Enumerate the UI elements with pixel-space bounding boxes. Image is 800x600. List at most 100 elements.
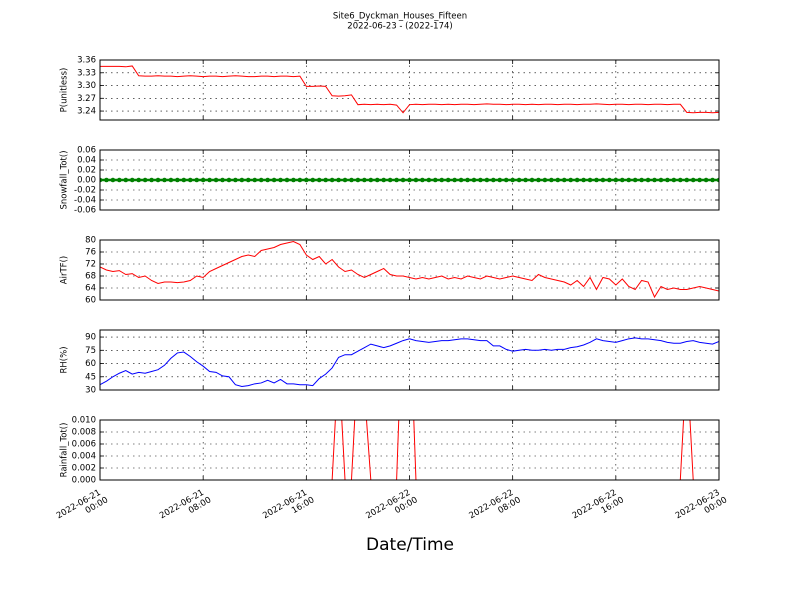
y-tick-label: 72 [85, 260, 96, 270]
data-point [658, 177, 664, 183]
data-point [175, 177, 180, 183]
data-point [510, 177, 515, 183]
data-point [220, 177, 225, 183]
data-point [432, 177, 438, 183]
y-tick-label: 3.36 [77, 56, 96, 66]
data-point [587, 177, 593, 183]
data-point [665, 177, 670, 183]
data-point [542, 177, 548, 183]
data-point [452, 177, 457, 183]
data-point [671, 177, 677, 183]
data-point [226, 177, 232, 183]
data-point [478, 177, 483, 183]
data-point [678, 177, 683, 183]
data-point [200, 177, 206, 183]
y-tick-label: -0.06 [74, 206, 96, 216]
x-tick-label: 2022-06-22 08:00 [467, 486, 522, 529]
data-point [394, 177, 399, 183]
data-point [142, 177, 148, 183]
y-tick-label: 3.33 [77, 68, 96, 78]
y-tick-label: 0.004 [72, 452, 96, 462]
plot-area [100, 65, 719, 114]
data-point [336, 177, 341, 183]
data-point [136, 177, 141, 183]
data-point [645, 177, 651, 183]
y-axis-label: Rainfall_Tot() [60, 423, 70, 478]
y-tick-label: 0.010 [72, 416, 96, 426]
data-point [568, 177, 573, 183]
data-point [194, 177, 200, 183]
data-point [304, 177, 309, 183]
data-point [632, 177, 638, 183]
y-axis-label: Snowfall_Tot() [60, 150, 70, 209]
data-point [181, 177, 187, 183]
data-point [613, 177, 619, 183]
y-tick-label: 3.24 [77, 107, 96, 117]
data-point [619, 177, 625, 183]
axes-frame [99, 329, 720, 391]
data-point [471, 177, 477, 183]
y-axis-label: RH(%) [60, 346, 70, 373]
data-point [420, 177, 425, 183]
data-point [258, 177, 264, 183]
y-axis-label: AirTF() [60, 256, 70, 284]
y-tick-label: 0.02 [77, 166, 96, 176]
data-point [233, 177, 238, 183]
data-point [607, 177, 612, 183]
data-point [626, 177, 632, 183]
data-line [100, 337, 719, 387]
y-tick-label: 0.006 [72, 440, 96, 450]
y-tick-label: -0.04 [74, 196, 96, 206]
y-tick-label: 68 [85, 272, 96, 282]
data-point [561, 177, 567, 183]
data-point [187, 177, 193, 183]
x-tick-label: 2022-06-21 16:00 [261, 486, 316, 529]
data-point [310, 177, 316, 183]
axes-frame [99, 149, 720, 211]
data-point [529, 177, 535, 183]
data-point [400, 177, 406, 183]
data-point [265, 177, 270, 183]
data-point [491, 177, 496, 183]
data-point [213, 177, 219, 183]
data-line [100, 65, 719, 114]
y-tick-label: 90 [85, 333, 96, 343]
y-tick-label: 0.002 [72, 464, 96, 474]
axes-frame [99, 59, 720, 121]
data-point [497, 177, 503, 183]
data-point [129, 177, 135, 183]
chart-title: Site6_Dyckman_Houses_Fifteen [333, 12, 467, 22]
y-tick-label: 0.008 [72, 428, 96, 438]
x-tick-label: 2022-06-23 00:00 [674, 486, 729, 529]
data-point [652, 177, 657, 183]
chart-subtitle: 2022-06-23 - (2022-174) [347, 22, 452, 32]
data-point [458, 177, 464, 183]
y-tick-label: -0.02 [74, 186, 96, 196]
data-point [162, 177, 167, 183]
data-point [465, 177, 470, 183]
data-point [555, 177, 561, 183]
data-point [503, 177, 509, 183]
data-point [104, 177, 109, 183]
data-point [639, 177, 644, 183]
data-point [381, 177, 387, 183]
data-point [374, 177, 380, 183]
data-point [297, 177, 303, 183]
y-tick-label: 60 [85, 359, 96, 369]
data-point [252, 177, 258, 183]
data-point [413, 177, 419, 183]
y-tick-label: 0.00 [77, 176, 96, 186]
data-point [100, 177, 103, 183]
data-point [439, 177, 445, 183]
data-point [291, 177, 296, 183]
data-point [484, 177, 490, 183]
axes-frame [99, 239, 720, 301]
data-point [697, 177, 702, 183]
y-tick-label: 64 [85, 284, 96, 294]
data-point [703, 177, 709, 183]
data-point [342, 177, 348, 183]
data-point [523, 177, 528, 183]
data-point [355, 177, 361, 183]
data-point [445, 177, 451, 183]
